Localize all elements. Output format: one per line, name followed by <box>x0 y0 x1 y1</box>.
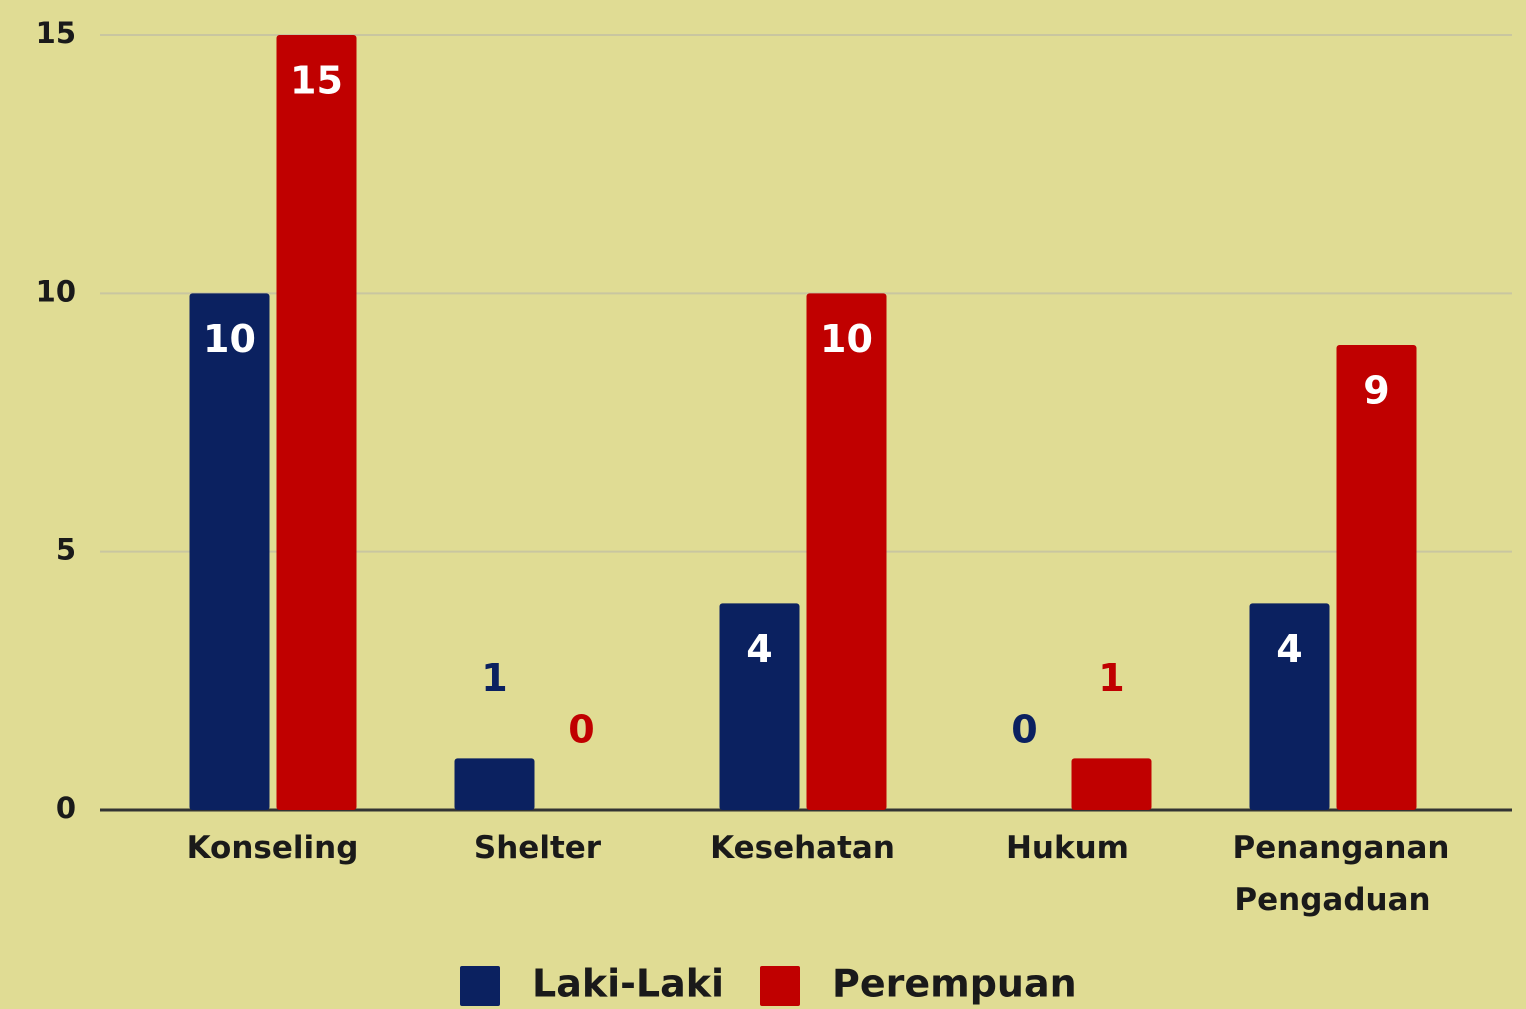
legend-label: Laki-Laki <box>532 962 724 1006</box>
bar <box>189 293 270 810</box>
data-label: 1 <box>1098 656 1124 700</box>
y-tick-label: 10 <box>36 274 76 308</box>
y-tick-label: 0 <box>56 791 76 825</box>
bar <box>454 758 535 810</box>
data-label: 9 <box>1363 369 1389 413</box>
legend-swatch <box>460 966 500 1006</box>
bar <box>719 603 800 810</box>
data-label: 4 <box>1276 627 1302 671</box>
x-tick-label: Penanganan Pengaduan <box>1232 830 1450 918</box>
data-label: 15 <box>290 59 343 103</box>
data-label: 4 <box>746 627 772 671</box>
x-tick-label: Konseling <box>186 830 359 866</box>
bar <box>1071 758 1152 810</box>
y-tick-label: 5 <box>56 533 76 567</box>
y-tick-label: 15 <box>36 16 76 50</box>
data-label: 0 <box>1011 708 1037 752</box>
data-label: 10 <box>820 317 873 361</box>
data-label: 10 <box>203 317 256 361</box>
data-label: 0 <box>568 708 594 752</box>
bar <box>806 293 887 810</box>
x-tick-label: Shelter <box>473 830 602 866</box>
legend-label: Perempuan <box>832 962 1077 1006</box>
bar <box>1249 603 1330 810</box>
x-tick-label: Kesehatan <box>710 830 895 866</box>
bar <box>1336 345 1417 810</box>
legend-swatch <box>760 966 800 1006</box>
bar <box>276 35 357 810</box>
data-label: 1 <box>481 656 507 700</box>
x-tick-label: Hukum <box>1005 830 1129 866</box>
